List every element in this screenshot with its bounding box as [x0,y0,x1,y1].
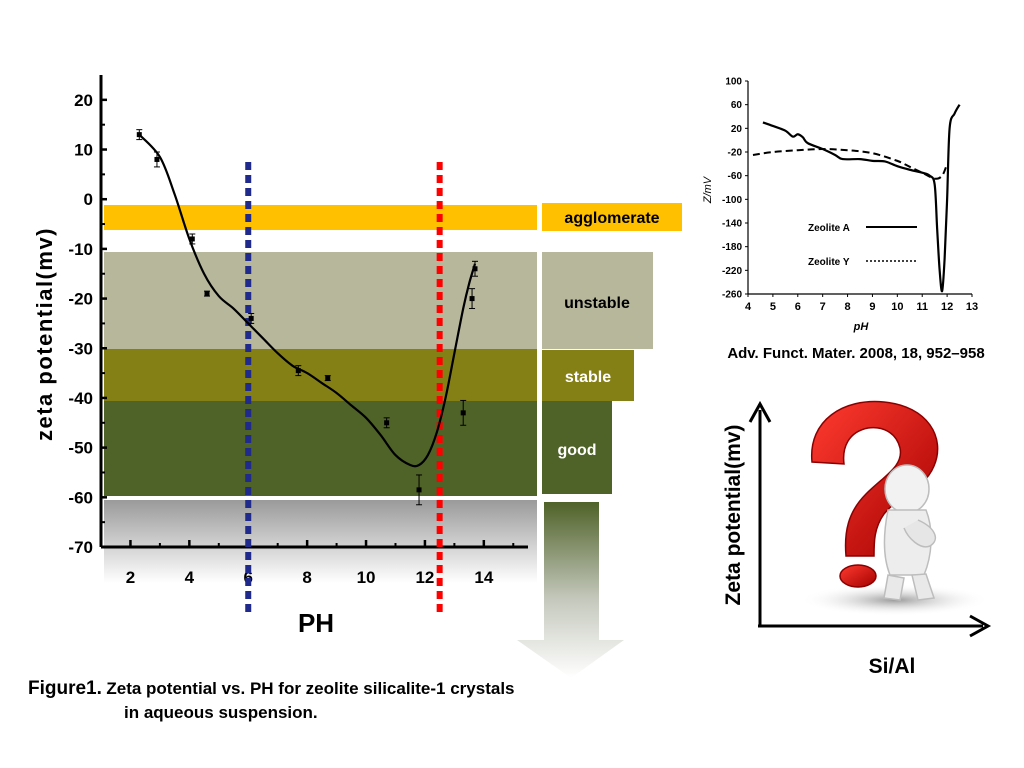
band-stable [104,349,537,401]
band-label-unstable: unstable [564,295,630,312]
band-label-stable: stable [565,369,611,386]
concept-x-label: Si/Al [869,655,916,678]
caption-line-2: in aqueous suspension. [124,703,318,722]
main-fit-curve [138,133,477,468]
stability-bands: agglomerate unstable stable good [104,203,682,678]
inset-legend-label: Zeolite Y [808,257,850,268]
inset-y-tick-label: -140 [722,219,742,230]
data-point [325,375,331,381]
main-data-points [136,129,478,506]
inset-y-tick-label: -180 [722,242,742,253]
main-x-tick-label: 2 [126,568,135,587]
inset-x-tick-label: 13 [966,301,978,313]
main-y-tick-label: -20 [68,290,93,309]
main-y-tick-label: 10 [74,141,93,160]
data-point [204,291,210,297]
data-point [295,368,301,374]
data-point [416,487,422,493]
inset-legend-label: Zeolite A [808,223,850,234]
band-label-good: good [557,442,596,459]
inset-y-tick-label: 20 [731,124,743,135]
band-good [104,401,537,496]
data-point [384,420,390,426]
main-chart: 20 10 0 -10 -20 -30 -40 -50 -60 -70 2 4 6 8 10 12 14 zet… [32,75,528,638]
caption-text: Zeta potential vs. PH for zeolite silica… [106,679,515,698]
label-box-agglomerate [542,203,682,231]
inset-y-tick-label: -220 [722,266,742,277]
zeolite-y-line [752,148,949,180]
concept-y-label: Zeta potential(mv) [722,425,745,606]
main-x-tick-label: 6 [244,568,253,587]
inset-x-tick-label: 10 [891,301,903,313]
main-y-tick-label: -10 [68,240,93,259]
inset-x-tick-label: 9 [869,301,875,313]
main-y-tick-label: 20 [74,91,93,110]
inset-x-axis-label: pH [853,321,870,333]
inset-y-tick-label: -260 [722,290,742,301]
main-x-tick-label: 4 [185,568,195,587]
data-point [248,315,254,321]
data-point [189,236,195,242]
inset-y-tick-label: 60 [731,100,743,111]
down-arrow [517,502,624,678]
main-x-tick-label: 12 [415,568,434,587]
inset-x-tick-label: 6 [795,301,801,313]
concept-diagram: Zeta potential(mv) Si/Al [722,400,992,678]
reference-citation: Adv. Funct. Mater. 2008, 18, 952–958 [727,345,984,362]
inset-x-tick-label: 11 [916,301,928,313]
inset-x-tick-label: 5 [770,301,776,313]
main-y-tick-label: -60 [68,488,93,507]
concept-y-arrowhead [748,400,772,423]
data-point [136,132,142,138]
main-x-axis-label: PH [298,608,334,638]
main-x-tick-label: 10 [357,568,376,587]
main-y-tick-label: -40 [68,389,93,408]
data-point [469,296,475,302]
main-y-tick-label: -50 [68,439,93,458]
main-y-tick-label: -30 [68,339,93,358]
inset-y-tick-label: -20 [728,148,743,159]
inset-y-tick-label: -100 [722,195,742,206]
zeolite-a-line [762,104,961,293]
main-y-axis-label: zeta potential(mv) [32,227,57,441]
label-box-unstable [542,252,653,349]
thinking-figure-icon [883,464,937,601]
band-lower-fade [104,500,537,583]
inset-x-tick-label: 12 [941,301,953,313]
main-x-tick-label: 8 [302,568,311,587]
main-y-tick-label: -70 [68,538,93,557]
band-label-agglomerate: agglomerate [564,210,659,227]
inset-x-tick-label: 7 [820,301,826,313]
data-point [460,410,466,416]
figure-caption: Figure1. Zeta potential vs. PH for zeoli… [28,678,728,723]
question-mark-icon [811,400,939,557]
main-y-tick-label: 0 [84,190,93,209]
band-agglomerate [104,205,537,230]
question-mark-person-icon [800,400,990,616]
concept-x-arrowhead [969,614,992,638]
inset-x-tick-label: 4 [745,301,752,313]
main-reference-lines [245,162,443,612]
inset-y-tick-label: -60 [728,171,743,182]
inset-y-tick-label: 100 [725,77,742,88]
caption-lead: Figure1. [28,678,102,699]
inset-y-axis-label: Z/mV [702,175,714,204]
inset-x-tick-label: 8 [844,301,850,313]
data-point [472,266,478,272]
inset-legend: Zeolite A Zeolite Y [808,223,917,268]
label-box-stable [542,350,634,401]
data-point [154,156,160,162]
main-x-tick-label: 14 [474,568,493,587]
label-box-good [542,401,612,494]
inset-lines [752,104,961,293]
main-axes: 20 10 0 -10 -20 -30 -40 -50 -60 -70 2 4 6 8 10 12 14 [68,75,528,587]
